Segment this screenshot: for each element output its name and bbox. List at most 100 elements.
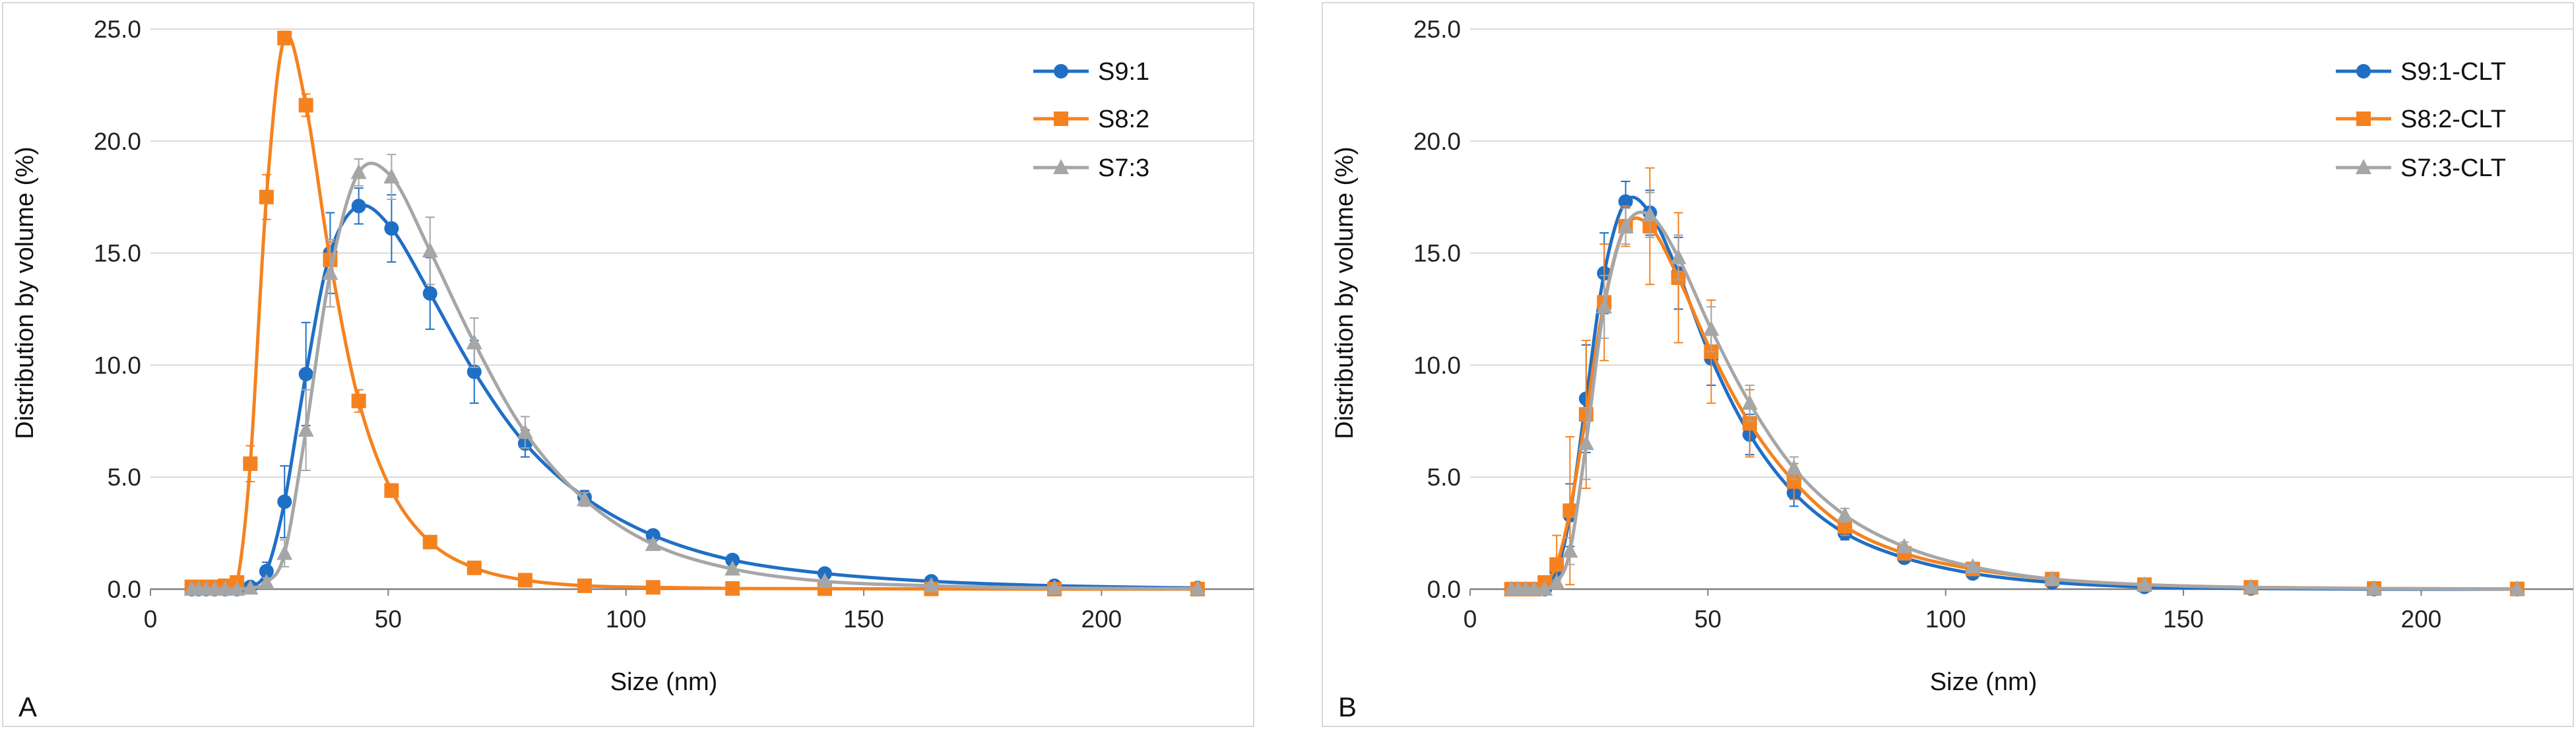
legend-label: S8:2-CLT — [2400, 106, 2506, 133]
data-point — [217, 581, 234, 596]
x-tick-label: 50 — [375, 606, 402, 633]
legend-entry: S8:2 — [1033, 106, 1149, 133]
data-point — [1896, 538, 1912, 554]
x-axis-label: Size (nm) — [1930, 668, 2038, 696]
y-tick-labels: 0.0 5.0 10.0 15.0 20.0 25.0 — [1413, 16, 1461, 603]
data-point — [1741, 395, 1758, 410]
y-tick-labels: 0.0 5.0 10.0 15.0 20.0 25.0 — [94, 16, 141, 603]
y-tick-label: 10.0 — [1413, 352, 1461, 379]
data-point — [1596, 298, 1613, 314]
data-point — [1562, 542, 1578, 558]
data-point — [724, 560, 741, 576]
x-tick-label: 0 — [144, 606, 158, 633]
data-point — [1670, 249, 1687, 265]
data-point — [517, 424, 533, 439]
data-point — [277, 30, 292, 46]
data-point — [298, 98, 313, 113]
y-tick-label: 20.0 — [94, 128, 141, 155]
y-axis-label: Distribution by volume (%) — [11, 146, 39, 439]
legend-entry: S9:1 — [1033, 58, 1149, 86]
legend-label: S7:3-CLT — [2400, 154, 2506, 182]
legend-entry: S7:3 — [1033, 154, 1149, 182]
data-point — [1837, 519, 1852, 534]
data-point — [351, 393, 366, 408]
data-point — [1537, 581, 1553, 596]
data-point — [277, 494, 292, 509]
series-s7-3-clt — [1503, 191, 2525, 596]
data-point — [242, 579, 259, 595]
data-point — [384, 221, 399, 236]
legend-label: S8:2 — [1098, 106, 1149, 133]
data-point — [243, 456, 258, 471]
data-point — [2366, 579, 2383, 595]
gridlines — [1470, 28, 2573, 478]
y-tick-label: 20.0 — [1413, 128, 1461, 155]
legend-square-marker — [2356, 111, 2371, 126]
legend-label: S9:1 — [1098, 58, 1149, 86]
legend-triangle-marker — [1053, 159, 1069, 174]
data-point — [1786, 459, 1802, 475]
y-tick-label: 15.0 — [94, 240, 141, 267]
data-point — [1549, 573, 1565, 589]
data-point — [422, 286, 437, 301]
data-point — [422, 242, 438, 258]
x-tick-label: 100 — [1925, 606, 1966, 633]
panel-letter: B — [1338, 691, 1357, 722]
data-point — [1578, 435, 1594, 451]
data-point — [1562, 503, 1578, 519]
x-tick-label: 150 — [843, 606, 884, 633]
data-point — [725, 581, 740, 596]
y-axis-label: Distribution by volume (%) — [1331, 146, 1359, 439]
legend-entry: S8:2-CLT — [2336, 106, 2506, 133]
x-tick-labels: 0 50 100 150 200 — [144, 606, 1122, 633]
data-point — [1549, 557, 1564, 572]
data-point — [1526, 581, 1543, 596]
y-tick-label: 0.0 — [1427, 576, 1461, 603]
x-tick-labels: 0 50 100 150 200 — [1464, 606, 2442, 633]
series-s7-3 — [183, 154, 1206, 596]
data-point — [422, 534, 437, 550]
panel-letter: A — [18, 691, 37, 722]
data-point — [1189, 580, 1206, 596]
legend-entry: S7:3-CLT — [2336, 154, 2506, 182]
legend-triangle-marker — [2356, 159, 2371, 174]
data-point — [1836, 506, 1853, 522]
data-point — [207, 581, 223, 596]
data-point — [1786, 474, 1801, 489]
y-tick-label: 5.0 — [108, 464, 141, 491]
y-tick-label: 25.0 — [94, 16, 141, 43]
legend-label: S7:3 — [1098, 154, 1149, 182]
data-point — [1703, 321, 1720, 336]
x-axis-label: Size (nm) — [610, 668, 718, 696]
data-point — [1046, 579, 1063, 595]
data-point — [2136, 576, 2152, 592]
data-point — [725, 552, 740, 567]
data-point — [383, 168, 400, 184]
x-tick-label: 200 — [2401, 606, 2442, 633]
y-tick-label: 10.0 — [94, 352, 141, 379]
data-point — [259, 563, 274, 579]
data-point — [816, 573, 833, 588]
data-point — [1742, 416, 1757, 431]
data-point — [350, 164, 367, 179]
y-tick-label: 25.0 — [1413, 16, 1461, 43]
series-layer — [183, 30, 1206, 596]
legend: S9:1-CLT S8:2-CLT S7:3-CLT — [2336, 58, 2506, 182]
legend-entry: S9:1-CLT — [2336, 58, 2506, 86]
data-point — [1617, 217, 1634, 233]
data-point — [576, 491, 593, 507]
data-point — [298, 366, 313, 381]
x-tick-label: 0 — [1464, 606, 1477, 633]
series-layer — [1503, 167, 2525, 596]
data-point — [517, 573, 532, 588]
x-tick-label: 50 — [1694, 606, 1722, 633]
data-point — [1618, 194, 1633, 209]
data-point — [351, 199, 366, 214]
legend-circle-marker — [2356, 64, 2371, 79]
data-point — [645, 528, 660, 543]
chart-panel-b: 0.0 5.0 10.0 15.0 20.0 25.0 0 50 100 150… — [1322, 2, 2574, 727]
y-tick-label: 15.0 — [1413, 240, 1461, 267]
data-point — [577, 578, 592, 593]
data-point — [258, 573, 274, 589]
